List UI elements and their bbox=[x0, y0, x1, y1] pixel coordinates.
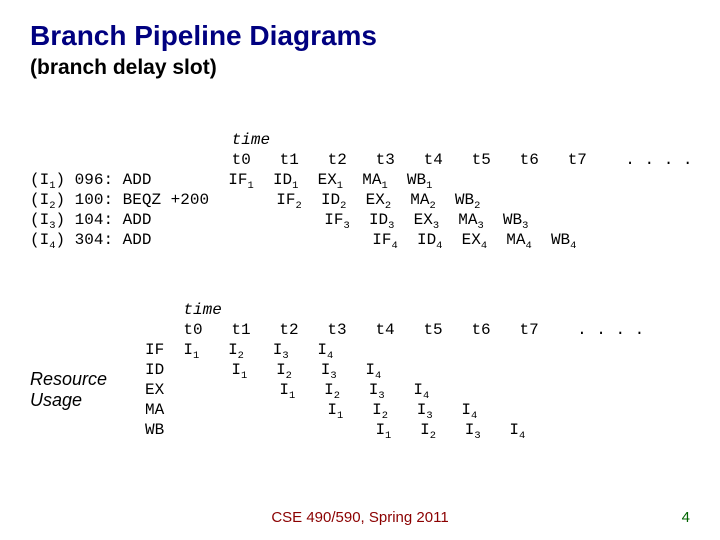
resource-usage-table: time t0 t1 t2 t3 t4 t5 t6 t7 . . . . IF … bbox=[145, 300, 644, 440]
footer-text: CSE 490/590, Spring 2011 bbox=[0, 509, 720, 526]
page-number: 4 bbox=[682, 509, 690, 526]
page-subtitle: (branch delay slot) bbox=[30, 56, 217, 80]
resource-usage-label: Resource Usage bbox=[30, 329, 145, 410]
page-title: Branch Pipeline Diagrams bbox=[30, 20, 377, 52]
pipeline-diagram: time t0 t1 t2 t3 t4 t5 t6 t7 . . . . (I1… bbox=[30, 130, 693, 250]
resource-usage-block: Resource Usage time t0 t1 t2 t3 t4 t5 t6… bbox=[30, 300, 644, 440]
